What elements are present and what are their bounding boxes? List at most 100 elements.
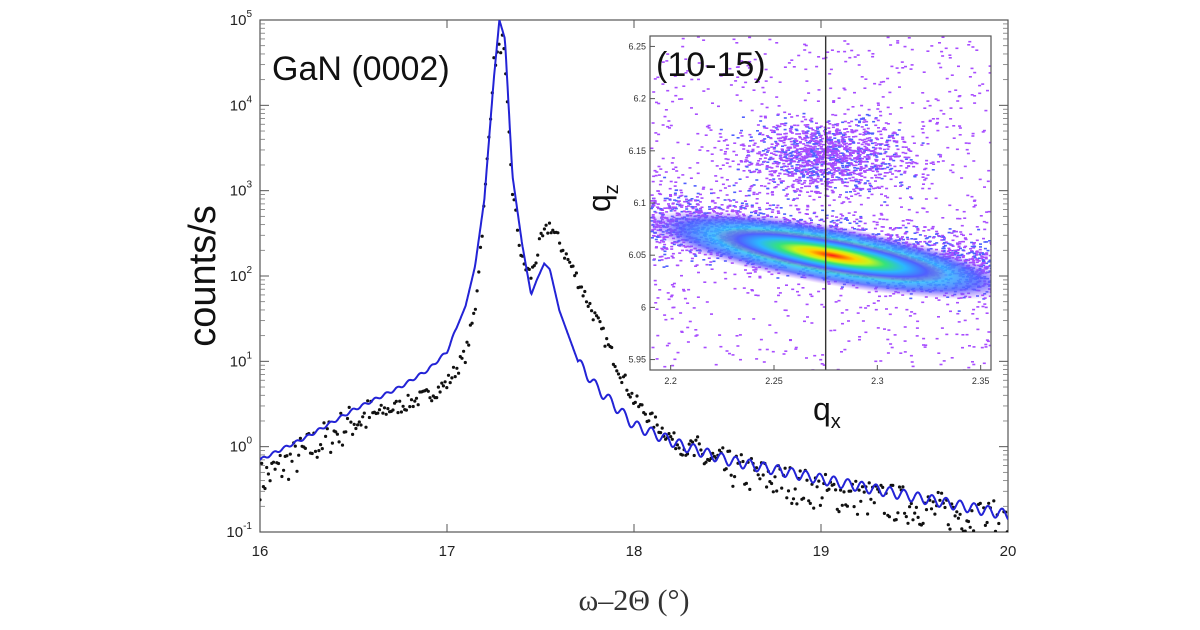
data-point (401, 404, 405, 408)
speckle (671, 168, 675, 170)
speckle (816, 175, 820, 178)
speckle (849, 163, 853, 165)
speckle (798, 211, 802, 214)
speckle (769, 129, 773, 132)
data-point (911, 518, 915, 522)
speckle (841, 159, 845, 162)
speckle (901, 136, 905, 139)
speckle (792, 189, 796, 192)
data-point (790, 501, 794, 505)
speckle (822, 172, 826, 174)
speckle (859, 229, 863, 231)
data-point (953, 514, 957, 518)
speckle (798, 133, 802, 135)
speckle (762, 213, 766, 215)
speckle (699, 193, 702, 196)
speckle (774, 162, 778, 164)
speckle (662, 241, 666, 243)
data-point (478, 245, 483, 249)
speckle (763, 138, 767, 140)
data-point (517, 243, 521, 247)
data-point (460, 356, 464, 360)
speckle (755, 202, 759, 205)
speckle (957, 310, 961, 312)
speckle (670, 245, 674, 248)
speckle (700, 146, 704, 148)
speckle (799, 153, 803, 155)
data-point (310, 451, 314, 456)
speckle (816, 148, 820, 150)
data-point (832, 482, 836, 486)
speckle (767, 147, 771, 150)
speckle (921, 121, 925, 123)
speckle (856, 167, 859, 170)
speckle (796, 188, 800, 190)
speckle (683, 182, 687, 185)
data-point (744, 481, 749, 485)
speckle (815, 162, 818, 164)
speckle (866, 127, 870, 130)
speckle (859, 165, 863, 168)
speckle (841, 142, 845, 144)
speckle (799, 190, 803, 193)
speckle (955, 252, 959, 254)
speckle (743, 160, 747, 163)
y-tick-label-base: 10 (226, 524, 243, 541)
speckle (792, 66, 796, 68)
speckle (795, 150, 799, 153)
speckle (817, 141, 821, 144)
speckle (896, 42, 900, 44)
data-point (1001, 532, 1004, 535)
speckle (750, 204, 754, 207)
data-point (563, 256, 567, 260)
speckle (867, 144, 871, 146)
data-point (980, 534, 983, 537)
speckle (756, 146, 760, 148)
data-point (426, 389, 430, 393)
speckle (671, 206, 675, 208)
speckle (925, 242, 929, 245)
speckle (864, 130, 868, 133)
speckle (773, 171, 777, 174)
speckle (851, 226, 854, 229)
speckle (881, 161, 885, 164)
speckle (881, 167, 885, 170)
speckle (817, 158, 821, 161)
speckle (903, 340, 907, 342)
speckle (676, 201, 680, 203)
speckle (889, 158, 892, 161)
speckle (793, 154, 797, 157)
speckle (841, 173, 845, 175)
data-point (534, 261, 538, 265)
speckle (672, 282, 676, 285)
speckle (949, 107, 953, 109)
speckle (856, 173, 860, 175)
speckle (789, 140, 793, 143)
data-point (933, 512, 937, 516)
speckle (785, 169, 789, 171)
speckle (828, 138, 832, 140)
speckle (739, 208, 743, 210)
speckle (835, 132, 839, 134)
speckle (755, 179, 759, 181)
speckle (878, 147, 882, 149)
speckle (862, 131, 866, 134)
speckle (691, 207, 695, 210)
speckle (899, 227, 903, 229)
speckle (805, 136, 809, 138)
speckle (842, 155, 846, 158)
speckle (809, 179, 813, 182)
speckle (850, 159, 854, 161)
speckle (708, 264, 712, 266)
data-point (413, 399, 417, 403)
speckle (653, 258, 656, 260)
speckle (796, 180, 800, 183)
speckle (754, 211, 758, 213)
speckle (790, 143, 794, 146)
data-point (266, 472, 270, 476)
speckle (790, 132, 794, 134)
speckle (814, 163, 818, 166)
x-tick-label: 17 (439, 543, 456, 560)
speckle (693, 185, 697, 187)
data-point (288, 452, 292, 456)
